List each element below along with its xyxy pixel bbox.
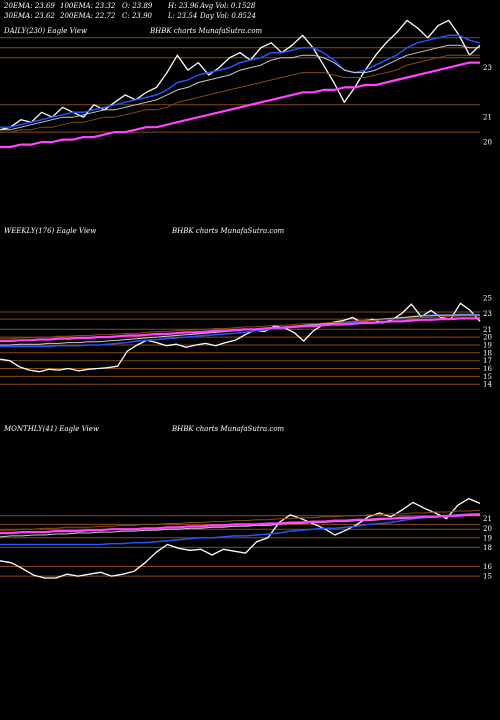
monthly-y-tick-label-1: 16 (483, 563, 492, 571)
daily-series-line-ema-slow (0, 61, 480, 149)
daily-series-line-ma2 (0, 54, 480, 133)
avg-volume-stat: Avg Vol: 0.1528 (199, 2, 256, 10)
weekly-y-tick-label-8: 23 (483, 310, 492, 318)
weekly-y-tick-label-0: 14 (483, 381, 492, 389)
weekly-y-tick-label-5: 19 (483, 342, 492, 350)
ema200-stat: 200EMA: 22.72 (59, 12, 116, 20)
monthly-y-tick-label-2: 18 (483, 544, 492, 552)
daily-panel: 20 21 23 (0, 19, 492, 149)
ema30-stat: 30EMA: 23.62 (4, 12, 55, 20)
monthly-y-tick-label-0: 15 (483, 573, 492, 581)
weekly-y-tick-label-7: 21 (483, 326, 492, 334)
weekly-series-line-ema-slow (0, 317, 480, 343)
weekly-y-tick-label-1: 15 (483, 373, 492, 381)
weekly-y-tick-label-9: 25 (483, 294, 492, 302)
weekly-y-tick-label-4: 18 (483, 349, 492, 357)
weekly-watermark: BHBK charts MunafaSutra.com (171, 227, 285, 235)
daily-y-tick-label-2: 23 (483, 64, 492, 72)
monthly-series-line-ma2 (0, 509, 481, 531)
daily-y-tick-label-0: 20 (483, 139, 492, 147)
weekly-series-line-ema-fast (0, 313, 481, 348)
monthly-series-line-ema-fast (0, 513, 480, 546)
weekly-y-tick-label-6: 20 (483, 334, 492, 342)
monthly-watermark: BHBK charts MunafaSutra.com (171, 425, 285, 433)
daily-watermark: BHBK charts MunafaSutra.com (149, 27, 263, 35)
weekly-series-line-ma2 (0, 315, 480, 340)
monthly-y-tick-label-3: 19 (483, 534, 492, 542)
monthly-series-line-ema-slow (0, 513, 480, 535)
monthly-y-tick-label-4: 20 (483, 525, 492, 533)
high-stat: H: 23.96 (167, 2, 199, 10)
monthly-series-line-price (0, 497, 481, 579)
day-volume-stat: Day Vol: 0.8524 (199, 12, 256, 20)
low-stat: L: 23.54 (167, 12, 197, 20)
weekly-panel-title: WEEKLY(176) Eagle View (4, 227, 96, 235)
daily-series-line-ma (0, 44, 480, 131)
daily-y-tick-label-1: 21 (483, 114, 492, 122)
stats-header: 20EMA: 23.69 100EMA: 23.32 O: 23.89 H: 2… (3, 2, 256, 20)
weekly-series-line-price (0, 302, 481, 373)
ema20-stat: 20EMA: 23.69 (3, 2, 55, 10)
monthly-panel-title: MONTHLY(41) Eagle View (3, 425, 99, 433)
daily-series-line-ema-fast (0, 34, 481, 128)
weekly-y-tick-label-3: 17 (483, 357, 492, 365)
open-stat: O: 23.89 (122, 2, 153, 10)
daily-panel-title: DAILY(230) Eagle View (3, 27, 87, 35)
ema100-stat: 100EMA: 23.32 (60, 2, 116, 10)
weekly-y-tick-label-2: 16 (483, 365, 492, 373)
close-stat: C: 23.90 (122, 12, 153, 20)
monthly-y-tick-label-5: 21 (483, 515, 492, 523)
